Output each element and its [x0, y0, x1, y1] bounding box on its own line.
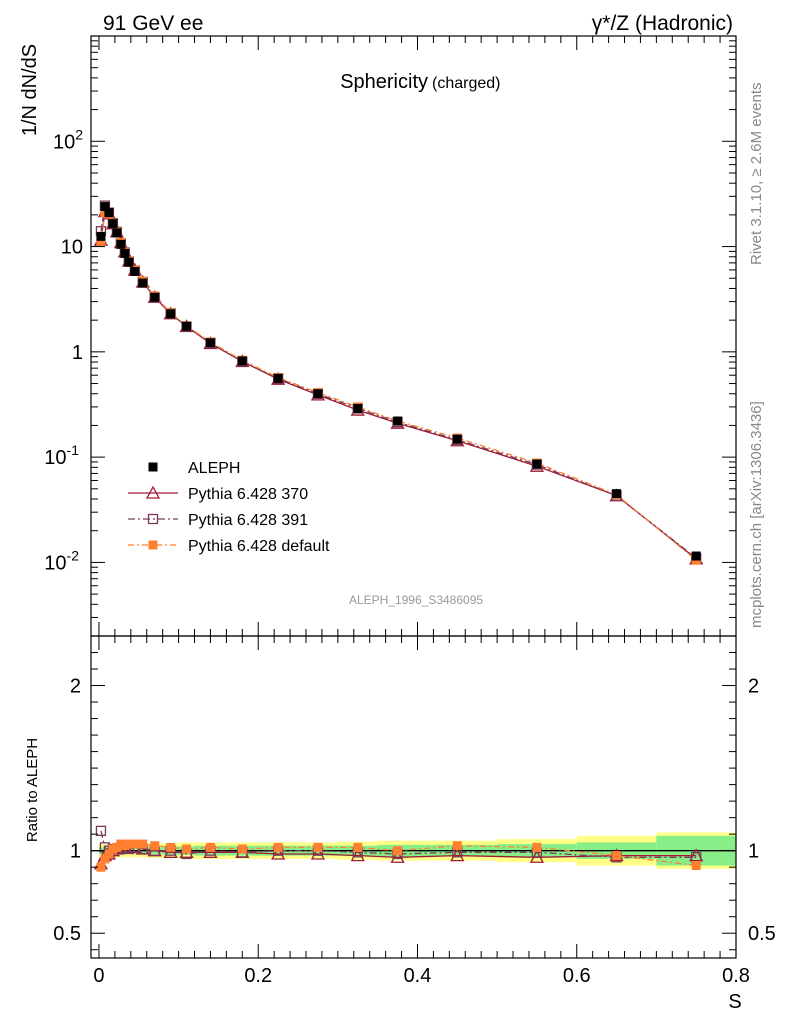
plot-subtitle: (charged): [432, 75, 500, 92]
legend-entry: Pythia 6.428 370: [128, 485, 308, 503]
legend-marker: [147, 513, 159, 525]
x-axis-label: S: [728, 991, 741, 1013]
data-point: [166, 309, 176, 319]
data-point: [108, 219, 118, 229]
y-tick-label: 10-1: [44, 442, 79, 469]
ratio-point: [95, 825, 107, 837]
header-energy: 91 GeV ee: [103, 12, 203, 35]
ratio-point: [182, 844, 192, 854]
header-process: γ*/Z (Hadronic): [592, 12, 733, 35]
ratio-series-pythia-6-428-default: [96, 839, 701, 872]
ratio-point: [350, 848, 365, 862]
legend-entry: ALEPH: [148, 460, 240, 477]
mcplots-reference-text: mcplots.cern.ch [arXiv:1306.3436]: [748, 401, 765, 628]
data-point: [120, 248, 130, 258]
ratio-point: [166, 842, 176, 852]
x-tick-label: 0.2: [244, 965, 272, 987]
data-point: [104, 208, 114, 218]
ratio-point: [450, 848, 465, 862]
data-point: [691, 551, 701, 561]
x-tick-label: 0.6: [563, 965, 591, 987]
ratio-point: [313, 842, 323, 852]
ratio-y-tick-label-right: 0.5: [748, 923, 776, 945]
data-point: [205, 338, 215, 348]
legend-entry: Pythia 6.428 default: [128, 538, 330, 555]
data-point: [130, 266, 140, 276]
ratio-point: [130, 839, 140, 849]
data-point: [116, 239, 126, 249]
legend-marker: [148, 462, 158, 472]
legend: ALEPH Pythia 6.428 370 Pythia 6.428 391 Pyt…: [128, 460, 330, 555]
rivet-version-text: Rivet 3.1.10, ≥ 2.6M events: [748, 83, 765, 266]
legend-label: ALEPH: [188, 460, 240, 477]
data-point: [452, 434, 462, 444]
ratio-point: [532, 842, 542, 852]
series-line: [100, 210, 697, 560]
data-point: [237, 356, 247, 366]
y-tick-label: 1: [72, 342, 83, 364]
ratio-point: [237, 844, 247, 854]
data-point: [100, 202, 110, 212]
ratio-point: [452, 841, 462, 851]
ratio-point: [96, 862, 106, 872]
ratio-point: [691, 861, 701, 871]
ratio-y-tick-label: 2: [70, 676, 81, 698]
y-tick-label: 102: [53, 126, 83, 153]
legend-entry: Pythia 6.428 391: [128, 512, 308, 529]
data-point: [150, 292, 160, 302]
ratio-point: [273, 842, 283, 852]
main-series-aleph: [96, 202, 701, 561]
data-point: [112, 228, 122, 238]
x-tick-label: 0.8: [722, 965, 750, 987]
ratio-y-tick-label-right: 2: [748, 676, 759, 698]
main-series-pythia-6-428-370: [93, 204, 704, 565]
data-point: [393, 416, 403, 426]
data-point: [353, 403, 363, 413]
x-tick-label: 0: [93, 965, 104, 987]
ratio-point: [104, 849, 114, 859]
ratio-point: [205, 842, 215, 852]
ratio-point: [612, 851, 622, 861]
data-point: [273, 373, 283, 383]
legend-marker: [145, 485, 161, 499]
ratio-y-tick-label: 0.5: [53, 923, 81, 945]
ratio-point: [689, 848, 704, 862]
ratio-y-tick-label: 1: [70, 841, 81, 863]
legend-label: Pythia 6.428 370: [188, 486, 308, 503]
ratio-y-axis-label: Ratio to ALEPH: [24, 738, 41, 842]
ratio-point: [100, 854, 110, 864]
ratio-point: [271, 846, 286, 860]
data-point: [124, 257, 134, 267]
y-tick-label: 10-2: [44, 547, 79, 574]
ratio-point: [124, 839, 134, 849]
plot-title: Sphericity: [340, 71, 428, 93]
ratio-point: [138, 839, 148, 849]
ratio-point: [310, 846, 326, 860]
data-point: [612, 489, 622, 499]
data-point: [138, 278, 148, 288]
ratio-point: [150, 841, 160, 851]
y-tick-label: 10: [61, 237, 83, 259]
x-tick-label: 0.4: [404, 965, 432, 987]
series-line: [100, 211, 697, 561]
data-point: [532, 459, 542, 469]
legend-label: Pythia 6.428 default: [188, 538, 330, 555]
ratio-y-tick-label-right: 1: [748, 841, 759, 863]
ratio-plot-frame: [90, 635, 737, 959]
ratio-point: [353, 842, 363, 852]
data-point: [96, 236, 106, 246]
legend-marker: [148, 540, 158, 550]
main-y-axis-label: 1/N dN/dS: [19, 44, 41, 136]
ratio-point: [390, 849, 405, 863]
data-point: [182, 321, 192, 331]
analysis-watermark: ALEPH_1996_S3486095: [349, 593, 483, 607]
data-point: [313, 389, 323, 399]
data-point: [96, 231, 106, 241]
main-series-pythia-6-428-391: [95, 200, 702, 564]
ratio-point: [393, 846, 403, 856]
series-line: [100, 203, 697, 559]
legend-label: Pythia 6.428 391: [188, 512, 308, 529]
